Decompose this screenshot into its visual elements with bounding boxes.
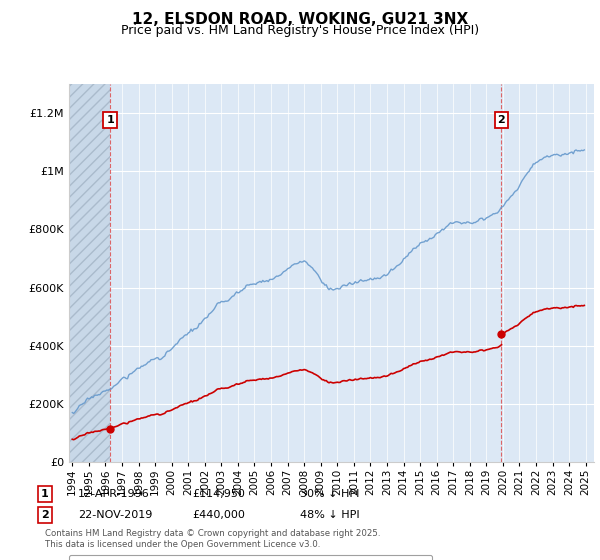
Text: 1: 1 bbox=[106, 115, 114, 125]
Bar bbox=[69, 84, 110, 462]
Text: Contains HM Land Registry data © Crown copyright and database right 2025.
This d: Contains HM Land Registry data © Crown c… bbox=[45, 529, 380, 549]
Text: 30% ↓ HPI: 30% ↓ HPI bbox=[300, 489, 359, 499]
Text: 1: 1 bbox=[41, 489, 49, 499]
Legend: 12, ELSDON ROAD, WOKING, GU21 3NX (detached house), HPI: Average price, detached: 12, ELSDON ROAD, WOKING, GU21 3NX (detac… bbox=[69, 555, 432, 560]
Text: 2: 2 bbox=[41, 510, 49, 520]
Text: 48% ↓ HPI: 48% ↓ HPI bbox=[300, 510, 359, 520]
Text: 2: 2 bbox=[497, 115, 505, 125]
Text: £440,000: £440,000 bbox=[192, 510, 245, 520]
Text: 12, ELSDON ROAD, WOKING, GU21 3NX: 12, ELSDON ROAD, WOKING, GU21 3NX bbox=[132, 12, 468, 27]
Text: 22-NOV-2019: 22-NOV-2019 bbox=[78, 510, 152, 520]
Text: Price paid vs. HM Land Registry's House Price Index (HPI): Price paid vs. HM Land Registry's House … bbox=[121, 24, 479, 36]
Text: 12-APR-1996: 12-APR-1996 bbox=[78, 489, 150, 499]
Text: £114,950: £114,950 bbox=[192, 489, 245, 499]
